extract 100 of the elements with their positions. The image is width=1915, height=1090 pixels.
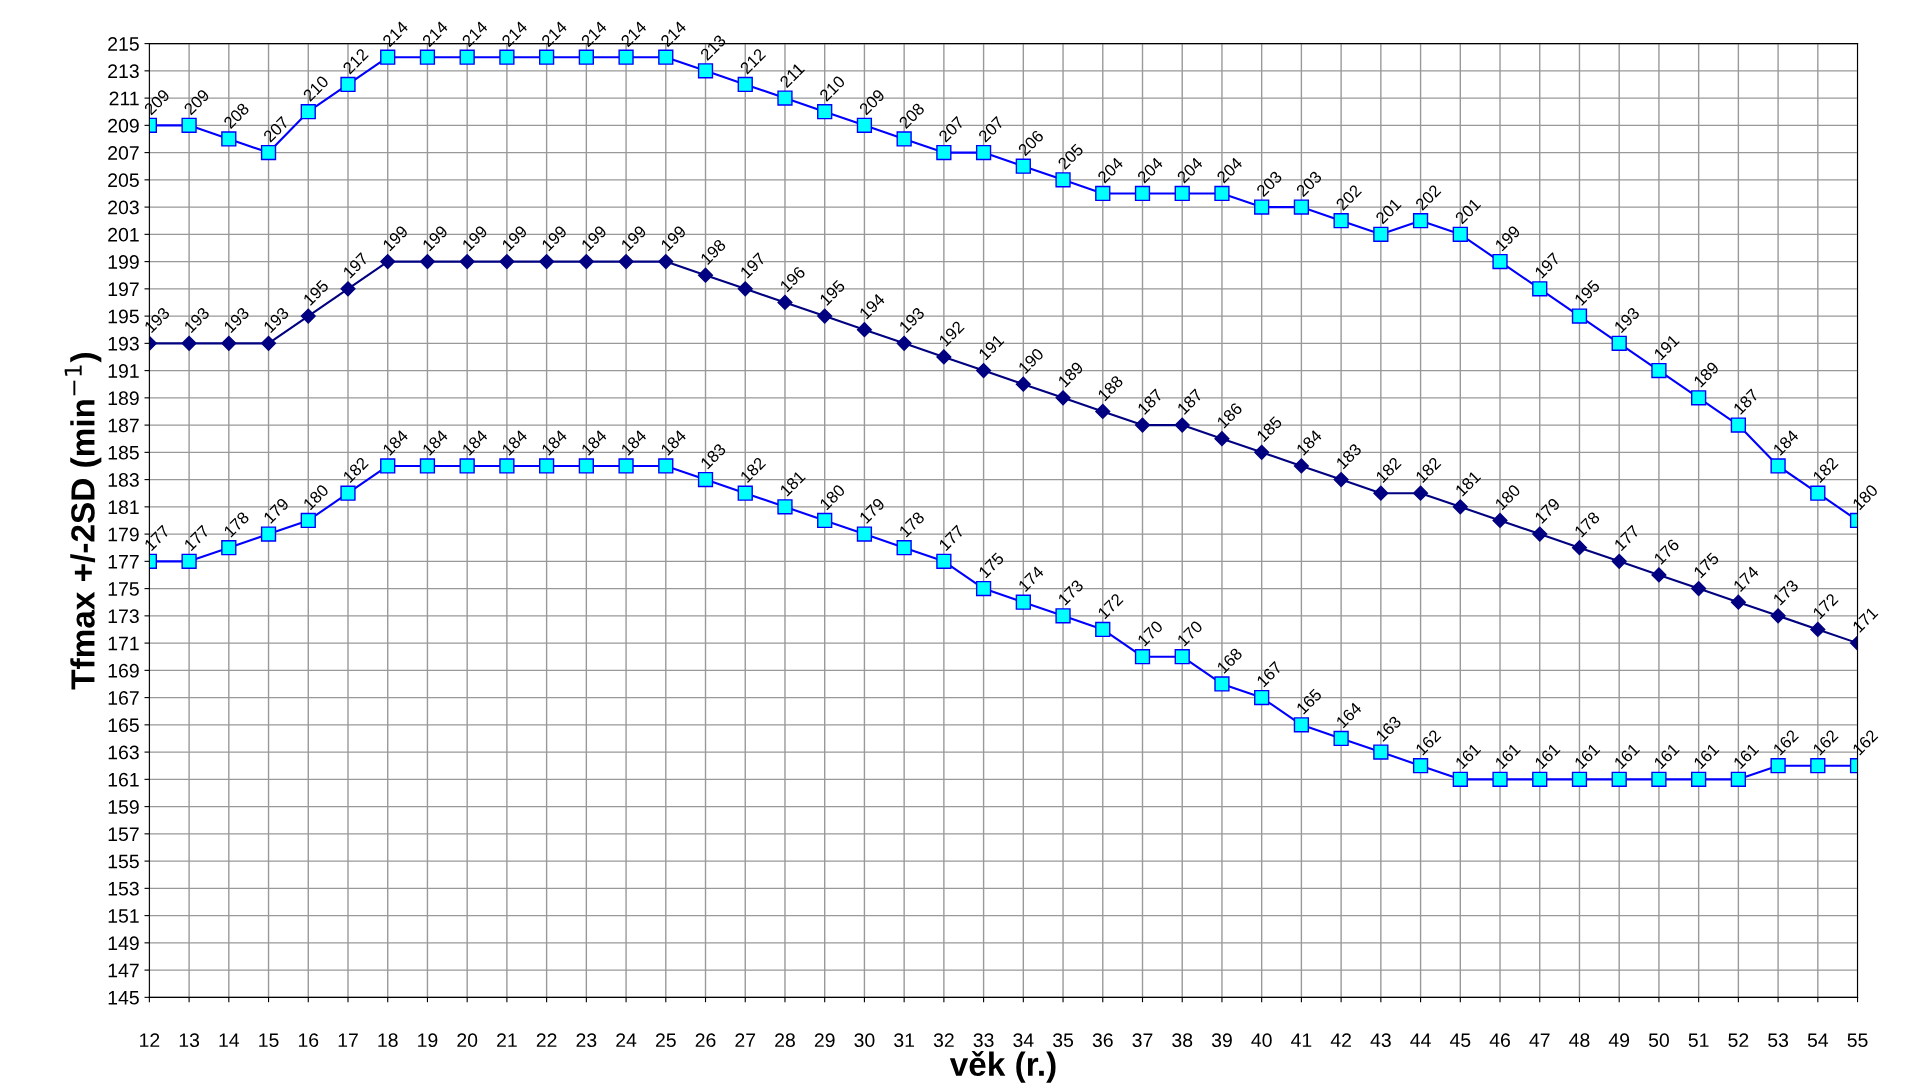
y-tick-label: 205 <box>108 173 139 188</box>
point <box>618 254 634 270</box>
point <box>1015 158 1031 174</box>
data-label: 184 <box>580 429 608 456</box>
data-label: 210 <box>818 74 846 102</box>
data-label: 180 <box>1851 483 1879 511</box>
data-label: 198 <box>699 238 727 266</box>
point <box>1055 172 1071 188</box>
data-label: 207 <box>977 115 1005 143</box>
data-label: 178 <box>1573 510 1601 538</box>
point <box>1810 758 1826 774</box>
data-label: 204 <box>1216 156 1244 184</box>
point <box>1293 199 1310 215</box>
x-tick-label: 22 <box>536 1033 557 1047</box>
y-tick-label: 177 <box>108 555 139 569</box>
point <box>1452 226 1468 242</box>
x-tick-label: 20 <box>457 1033 478 1048</box>
data-label: 193 <box>1613 306 1641 334</box>
point <box>419 49 436 65</box>
x-tick-label: 23 <box>576 1033 597 1048</box>
point <box>380 49 396 65</box>
x-tick-label: 28 <box>775 1033 795 1048</box>
point <box>697 471 714 488</box>
point <box>777 294 793 311</box>
point <box>260 526 277 542</box>
x-tick-label: 30 <box>854 1033 875 1048</box>
x-tick-label: 47 <box>1529 1033 1550 1047</box>
point <box>221 335 237 351</box>
x-tick-label: 25 <box>655 1033 676 1048</box>
data-label: 175 <box>1693 551 1720 579</box>
point <box>1174 649 1190 665</box>
data-label: 184 <box>1772 429 1800 456</box>
point <box>538 49 555 65</box>
x-tick-label: 50 <box>1648 1033 1669 1048</box>
data-label: 193 <box>898 306 926 334</box>
data-label: 206 <box>1017 129 1045 157</box>
y-tick-label: 213 <box>108 64 139 79</box>
data-label: 177 <box>938 524 965 552</box>
data-label: 177 <box>143 524 171 552</box>
data-label: 191 <box>977 333 1005 361</box>
point <box>1452 499 1468 515</box>
point <box>459 458 475 474</box>
x-tick-label: 38 <box>1172 1033 1193 1048</box>
data-label: 184 <box>421 429 449 456</box>
point <box>578 49 594 65</box>
data-label: 182 <box>1414 456 1442 484</box>
point <box>1015 594 1031 610</box>
point <box>221 540 237 556</box>
point <box>499 49 515 65</box>
y-tick-label: 165 <box>108 718 139 733</box>
data-label: 182 <box>739 456 767 484</box>
y-tick-label: 199 <box>108 255 139 269</box>
point <box>1293 458 1309 474</box>
point <box>936 144 952 161</box>
point <box>1134 185 1151 202</box>
data-label: 204 <box>1136 156 1164 184</box>
point <box>340 485 356 501</box>
data-label: 177 <box>1613 524 1640 552</box>
data-label: 184 <box>620 429 648 456</box>
data-label: 162 <box>1414 729 1442 756</box>
y-tick-label: 179 <box>108 527 139 542</box>
point <box>380 458 396 474</box>
point <box>1730 594 1746 610</box>
point <box>181 117 197 133</box>
x-tick-label: 42 <box>1330 1033 1351 1047</box>
point <box>658 458 674 474</box>
point <box>1810 621 1826 638</box>
point <box>1730 771 1747 787</box>
x-tick-label: 53 <box>1768 1033 1789 1048</box>
point <box>618 49 634 65</box>
data-label: 208 <box>222 102 250 130</box>
y-tick-label: 195 <box>108 309 139 324</box>
point <box>1254 689 1270 706</box>
y-tick-label: 181 <box>108 500 139 515</box>
data-label: 162 <box>1772 729 1800 756</box>
data-label: 199 <box>660 224 687 252</box>
data-label: 161 <box>1732 742 1760 770</box>
data-label: 161 <box>1653 742 1680 770</box>
point <box>340 281 356 297</box>
point <box>1730 417 1747 433</box>
data-label: 214 <box>381 20 409 48</box>
point <box>737 485 753 501</box>
x-tick-label: 13 <box>179 1033 200 1048</box>
point <box>1571 308 1588 324</box>
data-label: 214 <box>421 20 449 48</box>
data-label: 202 <box>1335 184 1363 211</box>
y-tick-label: 183 <box>108 473 139 487</box>
data-label: 171 <box>1852 606 1879 633</box>
data-label: 176 <box>1653 538 1680 565</box>
point <box>380 254 396 270</box>
data-label: 184 <box>461 429 489 456</box>
point <box>1214 185 1230 202</box>
data-label: 214 <box>580 20 608 48</box>
y-tick-label: 159 <box>108 800 139 814</box>
data-label: 170 <box>1176 619 1204 647</box>
data-label: 199 <box>1494 224 1521 252</box>
point <box>260 335 277 351</box>
point <box>1452 771 1468 787</box>
y-tick-label: 191 <box>108 364 139 378</box>
data-label: 161 <box>1693 742 1720 770</box>
